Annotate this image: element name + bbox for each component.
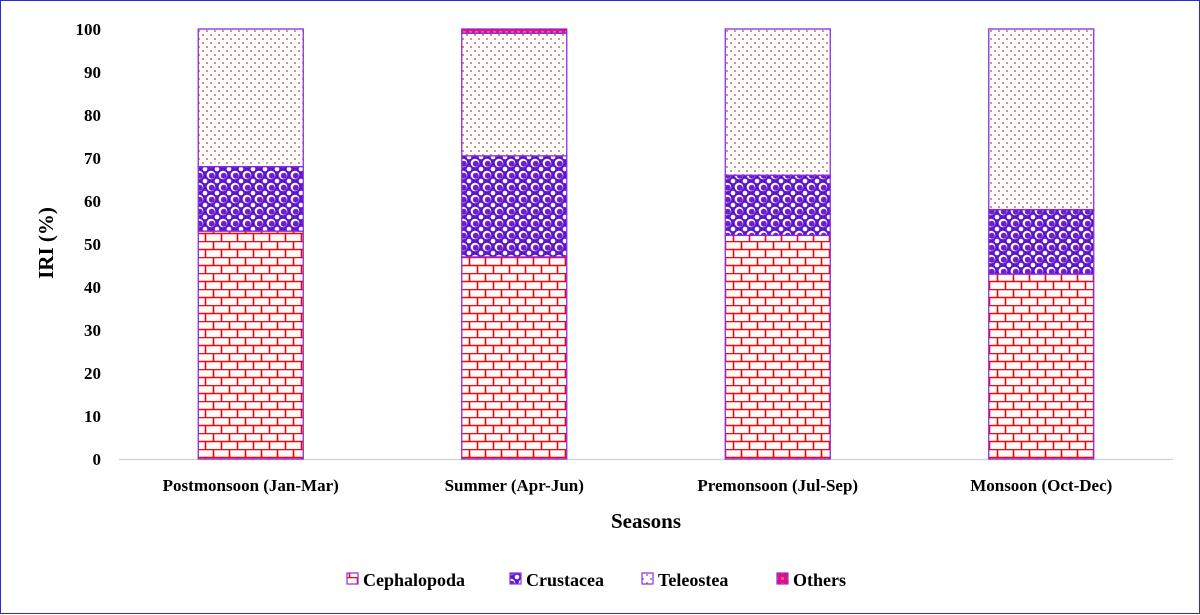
y-tick-label: 80 (84, 106, 101, 125)
x-axis-title: Seasons (611, 509, 681, 533)
bar-teleostea-monsoon-oct-dec (988, 28, 1095, 211)
bar-cephalopoda-postmonsoon-jan-mar (197, 230, 304, 460)
bar-teleostea-summer-apr-jun (461, 32, 568, 157)
x-tick-label: Monsoon (Oct-Dec) (970, 476, 1112, 495)
y-tick-label: 50 (84, 235, 101, 254)
y-tick-label: 10 (84, 407, 101, 426)
bar-cephalopoda-summer-apr-jun (461, 256, 568, 460)
x-axis: Postmonsoon (Jan-Mar) Summer (Apr-Jun) Pre… (119, 458, 1173, 495)
bar-stack-postmonsoon-jan-mar (197, 28, 304, 460)
legend-swatch-cephalopoda (346, 572, 359, 585)
legend-label-teleostea: Teleostea (658, 570, 728, 590)
y-tick-label: 70 (84, 149, 101, 168)
y-tick-label: 30 (84, 321, 101, 340)
y-tick-label: 20 (84, 364, 101, 383)
legend-swatch-others (776, 572, 789, 585)
bar-crustacea-premonsoon-jul-sep (724, 174, 831, 237)
y-tick-label: 40 (84, 278, 101, 297)
legend-label-others: Others (793, 570, 846, 590)
bar-cephalopoda-monsoon-oct-dec (988, 273, 1095, 460)
bar-teleostea-postmonsoon-jan-mar (197, 28, 304, 168)
bar-stack-summer-apr-jun (461, 28, 568, 460)
bar-crustacea-monsoon-oct-dec (988, 208, 1095, 275)
bar-stack-monsoon-oct-dec (988, 28, 1095, 460)
bar-cephalopoda-premonsoon-jul-sep (724, 234, 831, 460)
x-tick-label: Summer (Apr-Jun) (445, 476, 584, 495)
bar-stack-premonsoon-jul-sep (724, 28, 831, 460)
y-tick-label: 90 (84, 63, 101, 82)
y-axis: 0 10 20 30 40 50 60 70 80 90 100 (76, 20, 102, 469)
y-tick-label: 100 (76, 20, 102, 39)
bar-others-summer-apr-jun (461, 28, 568, 34)
legend-label-cephalopoda: Cephalopoda (363, 570, 465, 590)
x-tick-label: Premonsoon (Jul-Sep) (697, 476, 858, 495)
y-axis-title: IRI (%) (34, 207, 58, 279)
bars (197, 28, 1095, 460)
bar-crustacea-postmonsoon-jan-mar (197, 165, 304, 232)
bar-crustacea-summer-apr-jun (461, 155, 568, 258)
x-tick-label: Postmonsoon (Jan-Mar) (163, 476, 339, 495)
y-tick-label: 60 (84, 192, 101, 211)
y-tick-label: 0 (93, 450, 102, 469)
legend-swatch-teleostea (641, 572, 654, 585)
legend: Cephalopoda Crustacea Teleostea Others (346, 570, 846, 590)
bar-teleostea-premonsoon-jul-sep (724, 28, 831, 176)
legend-label-crustacea: Crustacea (526, 570, 604, 590)
legend-swatch-crustacea (509, 572, 522, 585)
